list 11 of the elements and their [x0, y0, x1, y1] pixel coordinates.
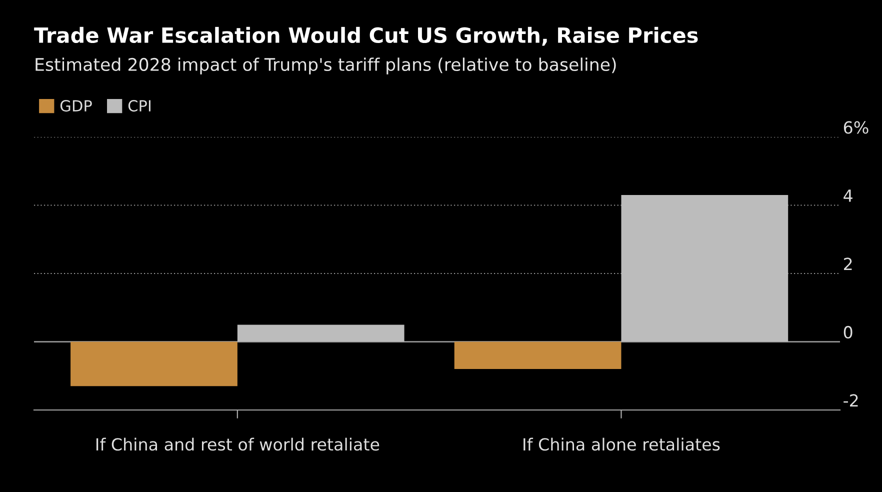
chart-subtitle: Estimated 2028 impact of Trump's tariff plans (relative to baseline) — [36, 58, 616, 74]
x-tick-label: If China and rest of world retaliate — [96, 438, 380, 451]
x-tick-label: If China alone retaliates — [524, 438, 720, 451]
y-tick-label: 0 — [844, 326, 852, 339]
y-tick-label: 6% — [844, 121, 868, 134]
legend-label: CPI — [128, 100, 150, 112]
y-tick-label: 2 — [844, 258, 852, 270]
chart-title: Trade War Escalation Would Cut US Growth, Raise Prices — [34, 26, 698, 46]
y-tick-label: 4 — [844, 190, 852, 202]
legend-label: GDP — [60, 100, 92, 112]
y-tick-label: -2 — [844, 394, 858, 407]
